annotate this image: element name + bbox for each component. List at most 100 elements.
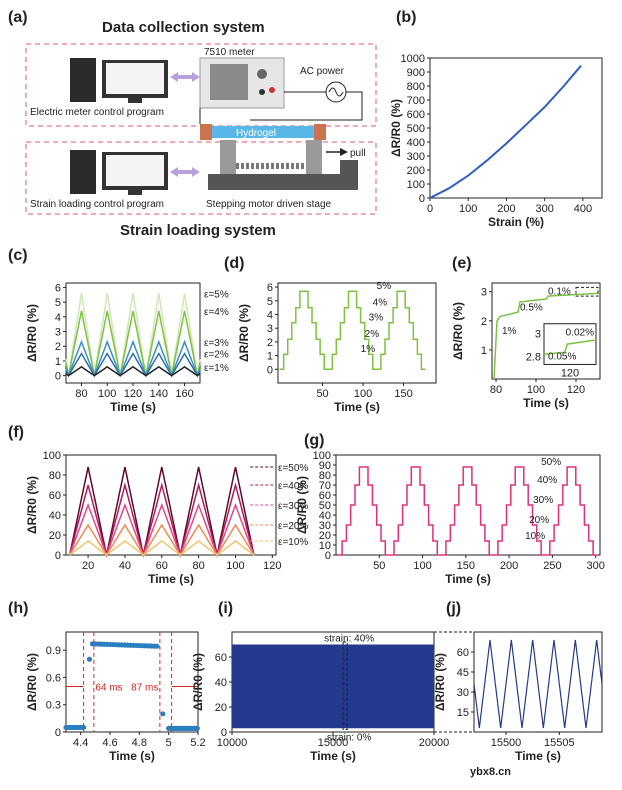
plot-frame-e bbox=[491, 282, 601, 380]
x-tick-label-i: 15000 bbox=[318, 737, 349, 749]
annotation-i: strain: 40% bbox=[324, 634, 374, 645]
legend-entry-c: ε=5% bbox=[204, 289, 229, 300]
y-tick-label-b: 200 bbox=[407, 165, 425, 177]
y-axis-label-f: ΔR/R0 (%) bbox=[25, 476, 39, 534]
x-tick-label-h: 5.2 bbox=[190, 737, 205, 749]
annotation-d: 1% bbox=[361, 344, 376, 355]
pc-tower-bottom bbox=[70, 150, 96, 194]
y-tick-label-i: 60 bbox=[215, 652, 227, 664]
y-axis-label-g: ΔR/R0 (%) bbox=[295, 476, 309, 534]
chart-c: 80 100 120 140 160 0 1 2 3 4 5 6 Time (s) ΔR/R0 (%) ε=… bbox=[25, 282, 229, 414]
inset-tick-e: 3 bbox=[535, 329, 541, 341]
pc-tower-top bbox=[70, 58, 96, 102]
annotation-g: 30% bbox=[533, 495, 553, 506]
y-tick-label-b: 400 bbox=[407, 137, 425, 149]
y-tick-label-g: 50 bbox=[319, 500, 331, 512]
y-tick-label-g: 80 bbox=[319, 470, 331, 482]
dashed-box-bottom bbox=[25, 141, 377, 215]
panel-label-j: (j) bbox=[446, 600, 461, 617]
zoom-box-i bbox=[342, 641, 348, 730]
cycle-band-i bbox=[232, 644, 434, 729]
chart-e: 80 100 120 1 2 3 Time (s) ΔR/R0 (%) 1% 0.5% 0.1% 0.… bbox=[451, 282, 601, 410]
y-tick-label-c: 1 bbox=[55, 356, 61, 368]
legend-entry-c: ε=4% bbox=[204, 307, 229, 318]
y-tick-label-i: 40 bbox=[215, 677, 227, 689]
x-tick-label-b: 300 bbox=[535, 203, 553, 215]
y-axis-label-b: ΔR/R0 (%) bbox=[389, 99, 403, 157]
y-axis-label-e: ΔR/R0 (%) bbox=[451, 302, 465, 360]
annotation-e: 0.1% bbox=[548, 287, 571, 298]
legend-entry-f: ε=20% bbox=[278, 521, 308, 532]
series-line-c bbox=[65, 352, 201, 378]
panel-label-e: (e) bbox=[452, 255, 472, 272]
x-tick-label-b: 200 bbox=[497, 203, 515, 215]
chart-h: 4.4 4.6 4.8 5 5.2 0 0.3 0.6 0.9 Time (s) ΔR/R0 (%)… bbox=[25, 631, 206, 763]
series-line-b bbox=[429, 65, 582, 199]
hydrogel-strip bbox=[212, 126, 314, 138]
legend-entry-c: ε=2% bbox=[204, 350, 229, 361]
panel-a-schematic: (a) Data collection system Electric mete… bbox=[8, 9, 377, 239]
legend-entry-c: ε=3% bbox=[204, 338, 229, 349]
series-line-f bbox=[68, 482, 255, 558]
y-tick-label-f: 40 bbox=[49, 510, 61, 522]
y-tick-label-g: 0 bbox=[325, 550, 331, 562]
y-axis-label-i: ΔR/R0 (%) bbox=[191, 653, 205, 711]
x-axis-label-i: Time (s) bbox=[310, 749, 356, 763]
x-axis-label-f: Time (s) bbox=[148, 572, 194, 586]
electrode-right bbox=[314, 124, 326, 140]
x-tick-label-i: 20000 bbox=[419, 737, 450, 749]
panel-label-d: (d) bbox=[224, 255, 244, 272]
annotation-i: strain: 0% bbox=[327, 732, 372, 743]
x-axis-label-e: Time (s) bbox=[523, 396, 569, 410]
y-tick-label-d: 4 bbox=[267, 310, 273, 322]
y-tick-label-j: 45 bbox=[457, 667, 469, 679]
schematic-title-top: Data collection system bbox=[102, 19, 265, 36]
chart-b: 0 100 200 300 400010020030040050060070080090… bbox=[389, 53, 603, 229]
x-tick-label-d: 150 bbox=[394, 388, 412, 400]
legend-entry-f: ε=10% bbox=[278, 537, 308, 548]
x-tick-label-f: 20 bbox=[82, 560, 94, 572]
y-tick-label-f: 0 bbox=[55, 550, 61, 562]
y-tick-label-c: 0 bbox=[55, 371, 61, 383]
x-tick-label-c: 140 bbox=[150, 388, 168, 400]
y-tick-label-h: 0.3 bbox=[46, 700, 61, 712]
monitor-screen-top bbox=[106, 63, 164, 94]
annotation-d: 5% bbox=[377, 281, 392, 292]
series-line-f bbox=[68, 466, 255, 556]
y-tick-label-b: 700 bbox=[407, 95, 425, 107]
watermark: ybx8.cn bbox=[470, 766, 511, 778]
y-tick-label-j: 60 bbox=[457, 647, 469, 659]
annotation-e: 1% bbox=[502, 326, 517, 337]
x-tick-label-f: 40 bbox=[119, 560, 131, 572]
y-tick-label-b: 100 bbox=[407, 179, 425, 191]
data-point-h bbox=[154, 643, 160, 649]
schematic-title-bottom: Strain loading system bbox=[120, 222, 276, 239]
x-tick-label-g: 50 bbox=[373, 560, 385, 572]
x-axis-label-j: Time (s) bbox=[515, 749, 561, 763]
x-tick-label-b: 0 bbox=[427, 203, 433, 215]
y-tick-label-b: 1000 bbox=[401, 53, 425, 65]
data-point-h bbox=[160, 711, 166, 717]
zoom-box-e bbox=[575, 286, 599, 297]
plot-frame-f bbox=[65, 454, 277, 556]
y-tick-label-i: 0 bbox=[221, 727, 227, 739]
x-tick-label-h: 4.8 bbox=[132, 737, 147, 749]
x-axis-label-d: Time (s) bbox=[334, 400, 380, 414]
plot-frame-d bbox=[277, 282, 437, 384]
panel-label-h: (h) bbox=[8, 600, 28, 617]
legend-entry-f: ε=30% bbox=[278, 501, 308, 512]
inset-line-e bbox=[543, 339, 597, 356]
y-tick-label-d: 2 bbox=[267, 337, 273, 349]
x-tick-label-c: 100 bbox=[98, 388, 116, 400]
annotation-g: 50% bbox=[541, 457, 561, 468]
x-tick-label-j: 15505 bbox=[544, 737, 575, 749]
x-tick-label-h: 4.4 bbox=[73, 737, 88, 749]
x-tick-label-g: 100 bbox=[413, 560, 431, 572]
y-tick-label-g: 10 bbox=[319, 540, 331, 552]
y-tick-label-c: 5 bbox=[55, 297, 61, 309]
x-tick-label-f: 60 bbox=[156, 560, 168, 572]
series-line-f bbox=[69, 523, 255, 557]
y-tick-label-g: 70 bbox=[319, 480, 331, 492]
x-axis-label-h: Time (s) bbox=[109, 749, 155, 763]
